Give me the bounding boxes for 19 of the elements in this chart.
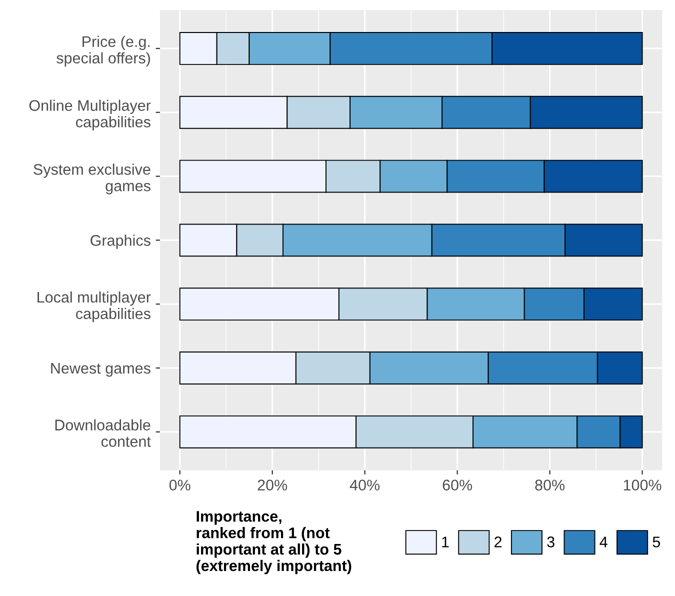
legend-label: 5 [652,536,660,548]
x-tick-label: 80% [535,480,565,490]
y-tick-label: Downloadable content [55,419,151,447]
x-tick-label: 40% [350,480,380,490]
y-tick-label: Online Multiplayer capabilities [29,100,151,130]
x-tick-label: 0% [169,480,190,490]
y-tick-label: Graphics [90,234,150,249]
y-tick-label: System exclusive games [34,164,150,194]
legend-label: 1 [442,536,449,548]
x-tick-label: 100% [624,480,662,490]
legend-label: 4 [600,536,608,548]
legend-label: 3 [547,536,554,548]
y-tick-label: Local multiplayer capabilities [38,291,151,322]
y-tick-label: Newest games [51,363,150,377]
x-tick-label: 60% [442,480,472,490]
legend-title: Importance, ranked from 1 (not important at all) to 5 (extremely important) [196,511,352,574]
legend-label: 2 [494,536,502,548]
y-tick-label: Price (e.g. special offers) [56,36,150,67]
x-tick-label: 20% [258,480,288,490]
